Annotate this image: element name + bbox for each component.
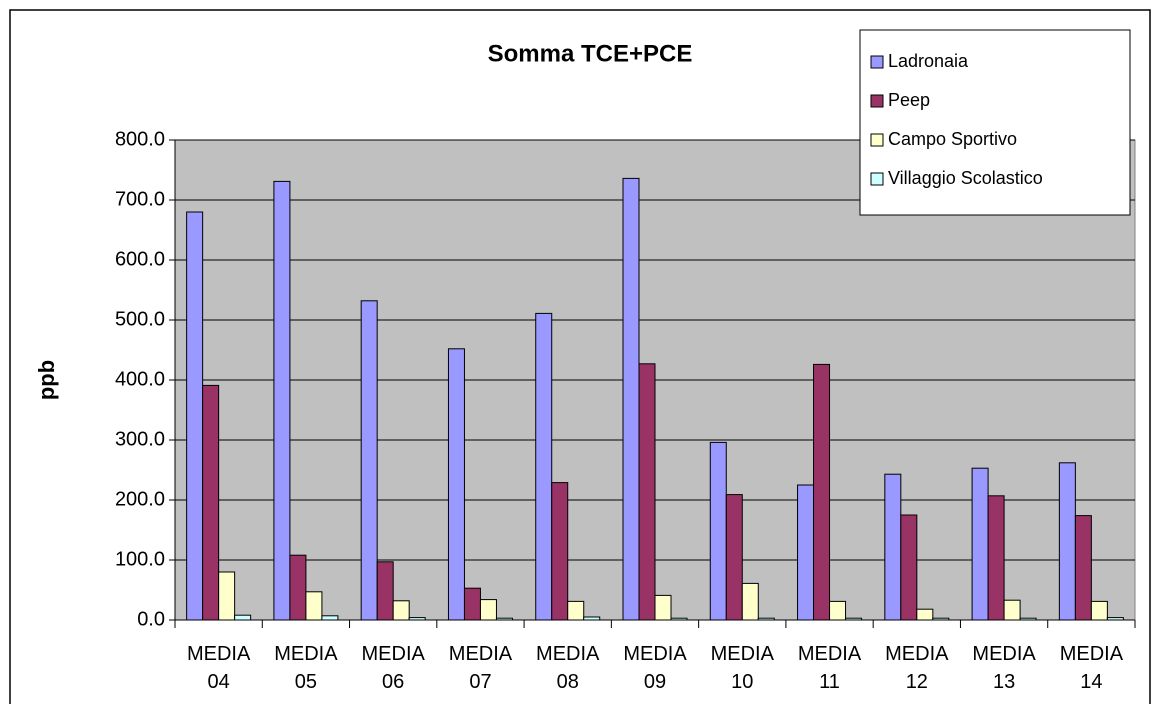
bar — [360, 300, 378, 621]
legend-swatch — [870, 94, 884, 108]
y-tick-label: 100.0 — [115, 548, 165, 570]
x-tick-label: MEDIA 08 — [536, 643, 600, 693]
bar — [622, 177, 640, 621]
legend-label: Campo Sportivo — [888, 129, 1017, 149]
legend-swatch — [870, 172, 884, 186]
bar — [709, 441, 727, 621]
bar — [797, 484, 815, 621]
legend-label: Peep — [888, 90, 930, 110]
y-tick-label: 800.0 — [115, 128, 165, 150]
x-tick-label: MEDIA 10 — [710, 643, 774, 693]
x-tick-label: MEDIA 07 — [448, 643, 513, 693]
bar — [916, 608, 934, 621]
bar — [218, 571, 236, 621]
bar — [186, 211, 204, 621]
y-tick-label: 700.0 — [115, 188, 165, 210]
y-axis-label: ppb — [34, 360, 59, 400]
legend-label: Villaggio Scolastico — [888, 168, 1043, 188]
y-tick-label: 600.0 — [115, 248, 165, 270]
legend-label: Ladronaia — [888, 51, 969, 71]
bar — [638, 363, 656, 621]
bar — [567, 600, 585, 621]
bar — [813, 363, 831, 621]
x-tick-label: MEDIA 05 — [274, 643, 338, 693]
bar — [479, 599, 497, 621]
bar — [202, 384, 220, 621]
legend-box — [859, 29, 1131, 216]
bar — [725, 494, 743, 621]
x-tick-label: MEDIA 09 — [623, 643, 687, 693]
y-tick-label: 200.0 — [115, 488, 165, 510]
x-tick-label: MEDIA 04 — [186, 643, 251, 693]
bar — [321, 615, 339, 621]
y-tick-label: 400.0 — [115, 368, 165, 390]
bar — [1058, 462, 1076, 621]
bar — [447, 348, 465, 621]
y-tick-label: 0.0 — [137, 608, 165, 630]
bar — [1003, 599, 1021, 621]
bar — [654, 594, 672, 621]
x-tick-label: MEDIA 14 — [1059, 643, 1124, 693]
bar — [305, 591, 323, 621]
bar — [551, 482, 569, 621]
x-tick-label: MEDIA 13 — [972, 643, 1036, 693]
bar — [741, 582, 759, 621]
bar — [392, 600, 410, 621]
y-tick-label: 500.0 — [115, 308, 165, 330]
x-tick-label: MEDIA 06 — [361, 643, 425, 693]
bar — [289, 554, 307, 621]
chart-title: Somma TCE+PCE — [488, 40, 693, 67]
legend-swatch — [870, 55, 884, 69]
bar — [463, 587, 481, 621]
bar — [987, 495, 1005, 621]
legend-swatch — [870, 133, 884, 147]
bar — [900, 514, 918, 621]
bar — [1074, 515, 1092, 621]
bar — [1090, 600, 1108, 621]
bar — [884, 473, 902, 621]
bar — [376, 561, 394, 621]
bar — [971, 467, 989, 621]
bar — [535, 312, 553, 621]
bar — [234, 614, 252, 621]
x-tick-label: MEDIA 12 — [885, 643, 949, 693]
x-tick-label: MEDIA 11 — [797, 643, 862, 693]
bar — [273, 180, 291, 621]
y-tick-label: 300.0 — [115, 428, 165, 450]
bar — [829, 600, 847, 621]
